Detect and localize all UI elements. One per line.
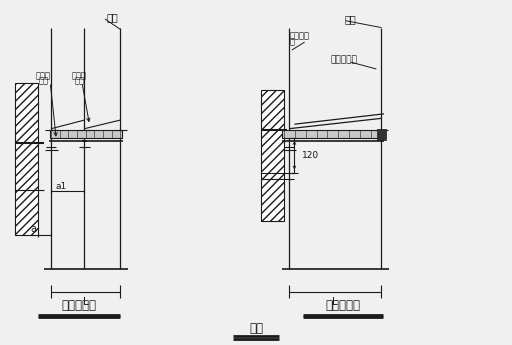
Text: 立杆: 立杆 (107, 12, 118, 22)
Text: 杆: 杆 (289, 37, 294, 46)
Text: 横向水: 横向水 (36, 71, 51, 80)
Text: L: L (83, 297, 89, 307)
Text: 120: 120 (302, 151, 319, 160)
Text: 平杆: 平杆 (74, 77, 84, 86)
Text: 横向水平: 横向水平 (289, 32, 309, 41)
Text: 纵向水平杆: 纵向水平杆 (330, 56, 357, 65)
Bar (282, 130, 384, 138)
Text: 双排脚手架: 双排脚手架 (62, 299, 97, 312)
Text: a1: a1 (55, 183, 67, 191)
Text: 图一: 图一 (249, 322, 263, 335)
Bar (50, 130, 122, 138)
Text: 立杆: 立杆 (345, 14, 356, 24)
Text: a: a (30, 225, 36, 234)
Bar (377, 129, 386, 140)
Bar (261, 90, 284, 221)
Bar (15, 83, 38, 235)
Text: 纵向水: 纵向水 (72, 71, 87, 80)
Text: 平杆: 平杆 (38, 77, 49, 86)
Text: L: L (332, 297, 338, 307)
Text: 单排脚手架: 单排脚手架 (326, 299, 360, 312)
